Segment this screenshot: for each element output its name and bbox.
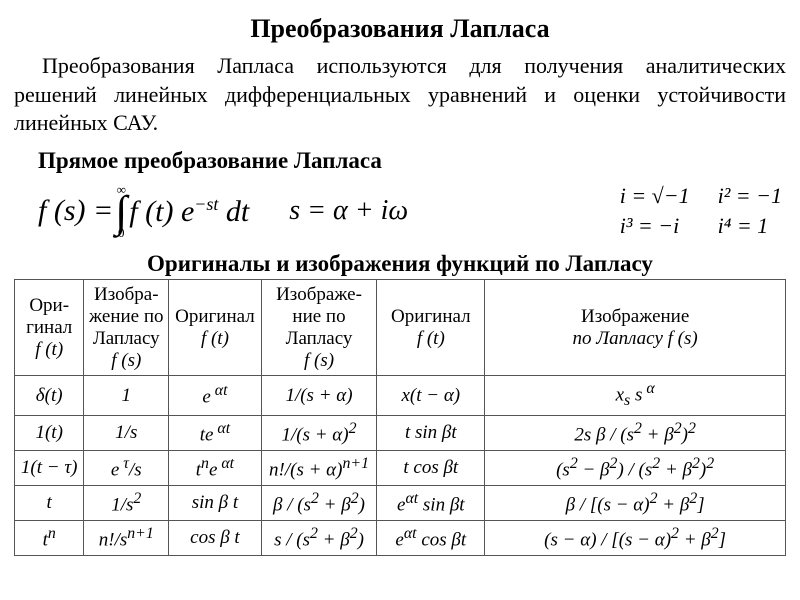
table-cell: tne αt: [169, 450, 262, 485]
i3: i³ = −i: [620, 213, 690, 239]
table-row: 1(t − τ)e τ/stne αtn!/(s + α)n+1t cos βt…: [15, 450, 786, 485]
th-0: Ори-гиналf (t): [15, 279, 84, 375]
table-cell: 1/(s + α): [261, 376, 377, 415]
table-cell: e αt: [169, 376, 262, 415]
integrand: f (t) e−st dt: [129, 194, 249, 229]
intro-paragraph: Преобразования Лапласа используются для …: [14, 52, 786, 138]
table-cell: 1/(s + α)2: [261, 415, 377, 450]
table-cell: t cos βt: [377, 450, 485, 485]
table-cell: eαt cos βt: [377, 521, 485, 556]
table-title: Оригиналы и изображения функций по Лапла…: [14, 251, 786, 277]
i2: i² = −1: [718, 183, 782, 209]
table-cell: n!/sn+1: [84, 521, 169, 556]
table-cell: δ(t): [15, 376, 84, 415]
table-row: t1/s2sin β tβ / (s2 + β2)eαt sin βtβ / […: [15, 486, 786, 521]
table-cell: xs s α: [485, 376, 786, 415]
table-cell: cos β t: [169, 521, 262, 556]
table-cell: β / [(s − α)2 + β2]: [485, 486, 786, 521]
i1: i = √−1: [620, 183, 690, 209]
table-cell: sin β t: [169, 486, 262, 521]
page-title: Преобразования Лапласа: [14, 14, 786, 44]
table-cell: n!/(s + α)n+1: [261, 450, 377, 485]
imaginary-identities: i = √−1 i² = −1 i³ = −i i⁴ = 1: [620, 183, 782, 239]
integral-symbol: ∞ ∫ 0: [115, 182, 127, 241]
table-cell: 1/s: [84, 415, 169, 450]
s-definition: s = α + iω: [289, 195, 408, 227]
table-cell: s / (s2 + β2): [261, 521, 377, 556]
table-cell: 1(t − τ): [15, 450, 84, 485]
th-3: Изображе-ние поЛапласуf (s): [261, 279, 377, 375]
table-body: δ(t)1e αt1/(s + α)x(t − α)xs s α1(t)1/st…: [15, 376, 786, 556]
table-cell: (s2 − β2) / (s2 + β2)2: [485, 450, 786, 485]
table-cell: β / (s2 + β2): [261, 486, 377, 521]
table-cell: t: [15, 486, 84, 521]
table-header-row: Ори-гиналf (t) Изобра-жение поЛапласуf (…: [15, 279, 786, 375]
table-cell: eαt sin βt: [377, 486, 485, 521]
th-4: Оригиналf (t): [377, 279, 485, 375]
table-cell: 1(t): [15, 415, 84, 450]
table-cell: tn: [15, 521, 84, 556]
intro-text: Преобразования Лапласа используются для …: [14, 53, 786, 135]
table-cell: t sin βt: [377, 415, 485, 450]
th-1: Изобра-жение поЛапласуf (s): [84, 279, 169, 375]
lhs: f (s) =: [38, 194, 113, 228]
laplace-table: Ори-гиналf (t) Изобра-жение поЛапласуf (…: [14, 279, 786, 556]
th-2: Оригиналf (t): [169, 279, 262, 375]
th-5: Изображениепо Лапласу f (s): [485, 279, 786, 375]
table-row: 1(t)1/ste αt1/(s + α)2t sin βt2s β / (s2…: [15, 415, 786, 450]
table-cell: 2s β / (s2 + β2)2: [485, 415, 786, 450]
direct-transform-heading: Прямое преобразование Лапласа: [38, 148, 786, 174]
formula-row: f (s) = ∞ ∫ 0 f (t) e−st dt s = α + iω i…: [14, 182, 786, 241]
i4: i⁴ = 1: [718, 213, 782, 239]
table-cell: 1/s2: [84, 486, 169, 521]
table-cell: te αt: [169, 415, 262, 450]
table-cell: 1: [84, 376, 169, 415]
table-cell: e τ/s: [84, 450, 169, 485]
table-row: tnn!/sn+1cos β ts / (s2 + β2)eαt cos βt(…: [15, 521, 786, 556]
table-cell: x(t − α): [377, 376, 485, 415]
table-row: δ(t)1e αt1/(s + α)x(t − α)xs s α: [15, 376, 786, 415]
table-cell: (s − α) / [(s − α)2 + β2]: [485, 521, 786, 556]
main-integral-formula: f (s) = ∞ ∫ 0 f (t) e−st dt: [38, 182, 249, 241]
int-lower: 0: [118, 225, 125, 241]
